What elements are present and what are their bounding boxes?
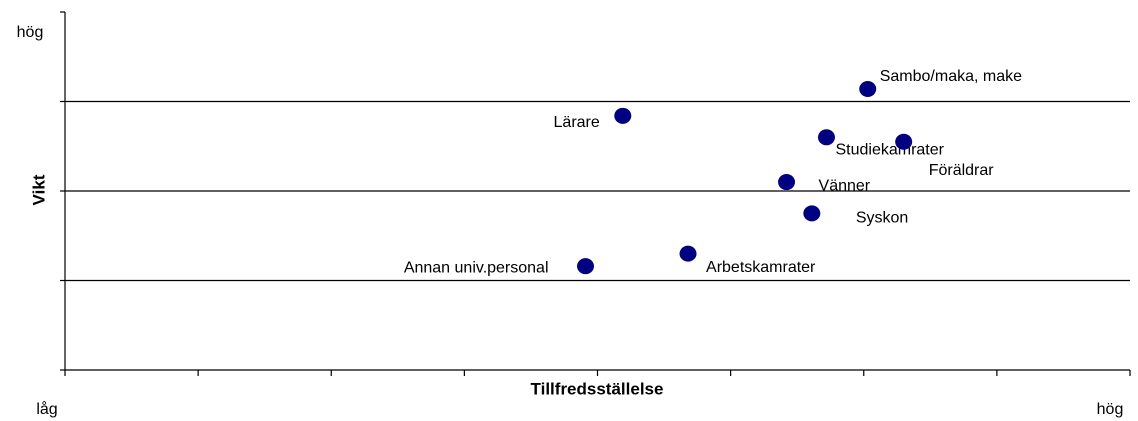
point-label: Sambo/maka, make (880, 68, 1022, 85)
y-axis-title: Vikt (29, 174, 48, 205)
point (803, 205, 821, 222)
x-low-label: låg (36, 400, 57, 418)
point (817, 129, 835, 146)
y-high-label: hög (17, 24, 44, 41)
point (614, 107, 632, 124)
point-label: Lärare (554, 114, 600, 131)
point (778, 174, 796, 191)
point (679, 245, 697, 262)
point (859, 80, 877, 97)
point-label: Arbetskamrater (706, 259, 816, 276)
x-axis-title: Tillfredsställelse (531, 379, 664, 398)
point-label: Vänner (819, 177, 871, 194)
point-label: Annan univ.personal (404, 259, 549, 276)
x-high-label: hög (1097, 401, 1124, 418)
point (577, 258, 595, 275)
point-label: Studiekamrater (835, 142, 944, 159)
point-label: Föräldrar (929, 162, 995, 179)
point-label: Syskon (856, 210, 908, 227)
point (895, 133, 913, 150)
